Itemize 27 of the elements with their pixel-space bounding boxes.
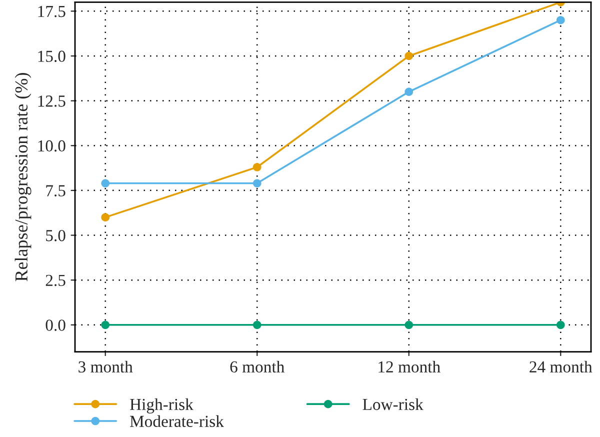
point bbox=[101, 213, 110, 222]
y-tick-label: 10.0 bbox=[38, 140, 66, 152]
y-tick-label: 17.5 bbox=[38, 6, 66, 18]
x-tick-label: 6 month bbox=[230, 360, 284, 373]
y-tick-label: 15.0 bbox=[38, 50, 66, 62]
point bbox=[252, 320, 262, 330]
point bbox=[404, 88, 414, 96]
point bbox=[404, 52, 414, 60]
x-tick-label: 12 month bbox=[378, 360, 440, 373]
y-tick-label: 12.5 bbox=[38, 96, 66, 107]
legend-label: Moderate-risk bbox=[130, 415, 224, 428]
legend-label: Low-risk bbox=[362, 398, 424, 410]
x-tick-label: 24 month bbox=[530, 360, 592, 373]
point bbox=[101, 179, 110, 188]
y-axis-title: Relapse/progression rate (%) bbox=[14, 72, 32, 282]
y-tick-label: 2.5 bbox=[46, 274, 66, 286]
y-tick-label: 5.0 bbox=[46, 230, 66, 242]
point bbox=[404, 320, 414, 330]
point bbox=[101, 320, 110, 330]
point bbox=[252, 162, 262, 172]
y-tick-label: 7.5 bbox=[46, 185, 66, 196]
point bbox=[556, 16, 565, 24]
point bbox=[252, 179, 262, 188]
y-tick-label: 0.0 bbox=[46, 320, 66, 331]
x-tick-label: 3 month bbox=[78, 360, 133, 373]
legend-label: High-risk bbox=[130, 398, 194, 414]
point bbox=[556, 320, 565, 330]
